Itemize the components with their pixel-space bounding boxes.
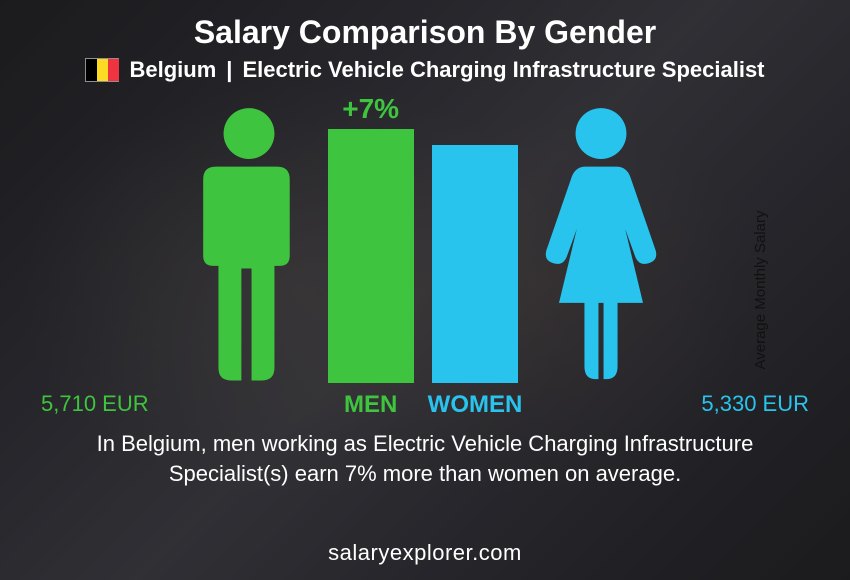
source-attribution: salaryexplorer.com xyxy=(0,540,850,566)
caption-text: In Belgium, men working as Electric Vehi… xyxy=(35,429,815,488)
women-bar xyxy=(432,145,518,383)
female-icon xyxy=(536,103,666,383)
chart-title: Salary Comparison By Gender xyxy=(194,14,656,51)
chart-area: +7% MEN WOMEN 5,710 EUR 5,330 EUR xyxy=(85,93,765,423)
men-bar-group: +7% MEN xyxy=(328,93,414,423)
separator: | xyxy=(226,57,232,83)
flag-stripe-yellow xyxy=(97,59,108,81)
content-wrapper: Salary Comparison By Gender Belgium | El… xyxy=(0,0,850,580)
women-label: WOMEN xyxy=(428,391,523,423)
women-bar-group: WOMEN xyxy=(428,93,523,423)
men-value: 5,710 EUR xyxy=(41,391,149,417)
belgium-flag-icon xyxy=(85,58,119,82)
flag-stripe-black xyxy=(86,59,97,81)
yaxis-label: Average Monthly Salary xyxy=(752,211,769,370)
subtitle-row: Belgium | Electric Vehicle Charging Infr… xyxy=(85,57,764,83)
male-icon xyxy=(184,103,314,383)
country-label: Belgium xyxy=(129,57,216,83)
men-label: MEN xyxy=(344,391,397,423)
men-bar xyxy=(328,129,414,383)
women-value: 5,330 EUR xyxy=(701,391,809,417)
flag-stripe-red xyxy=(108,59,119,81)
difference-label: +7% xyxy=(342,93,399,125)
role-label: Electric Vehicle Charging Infrastructure… xyxy=(242,57,764,83)
